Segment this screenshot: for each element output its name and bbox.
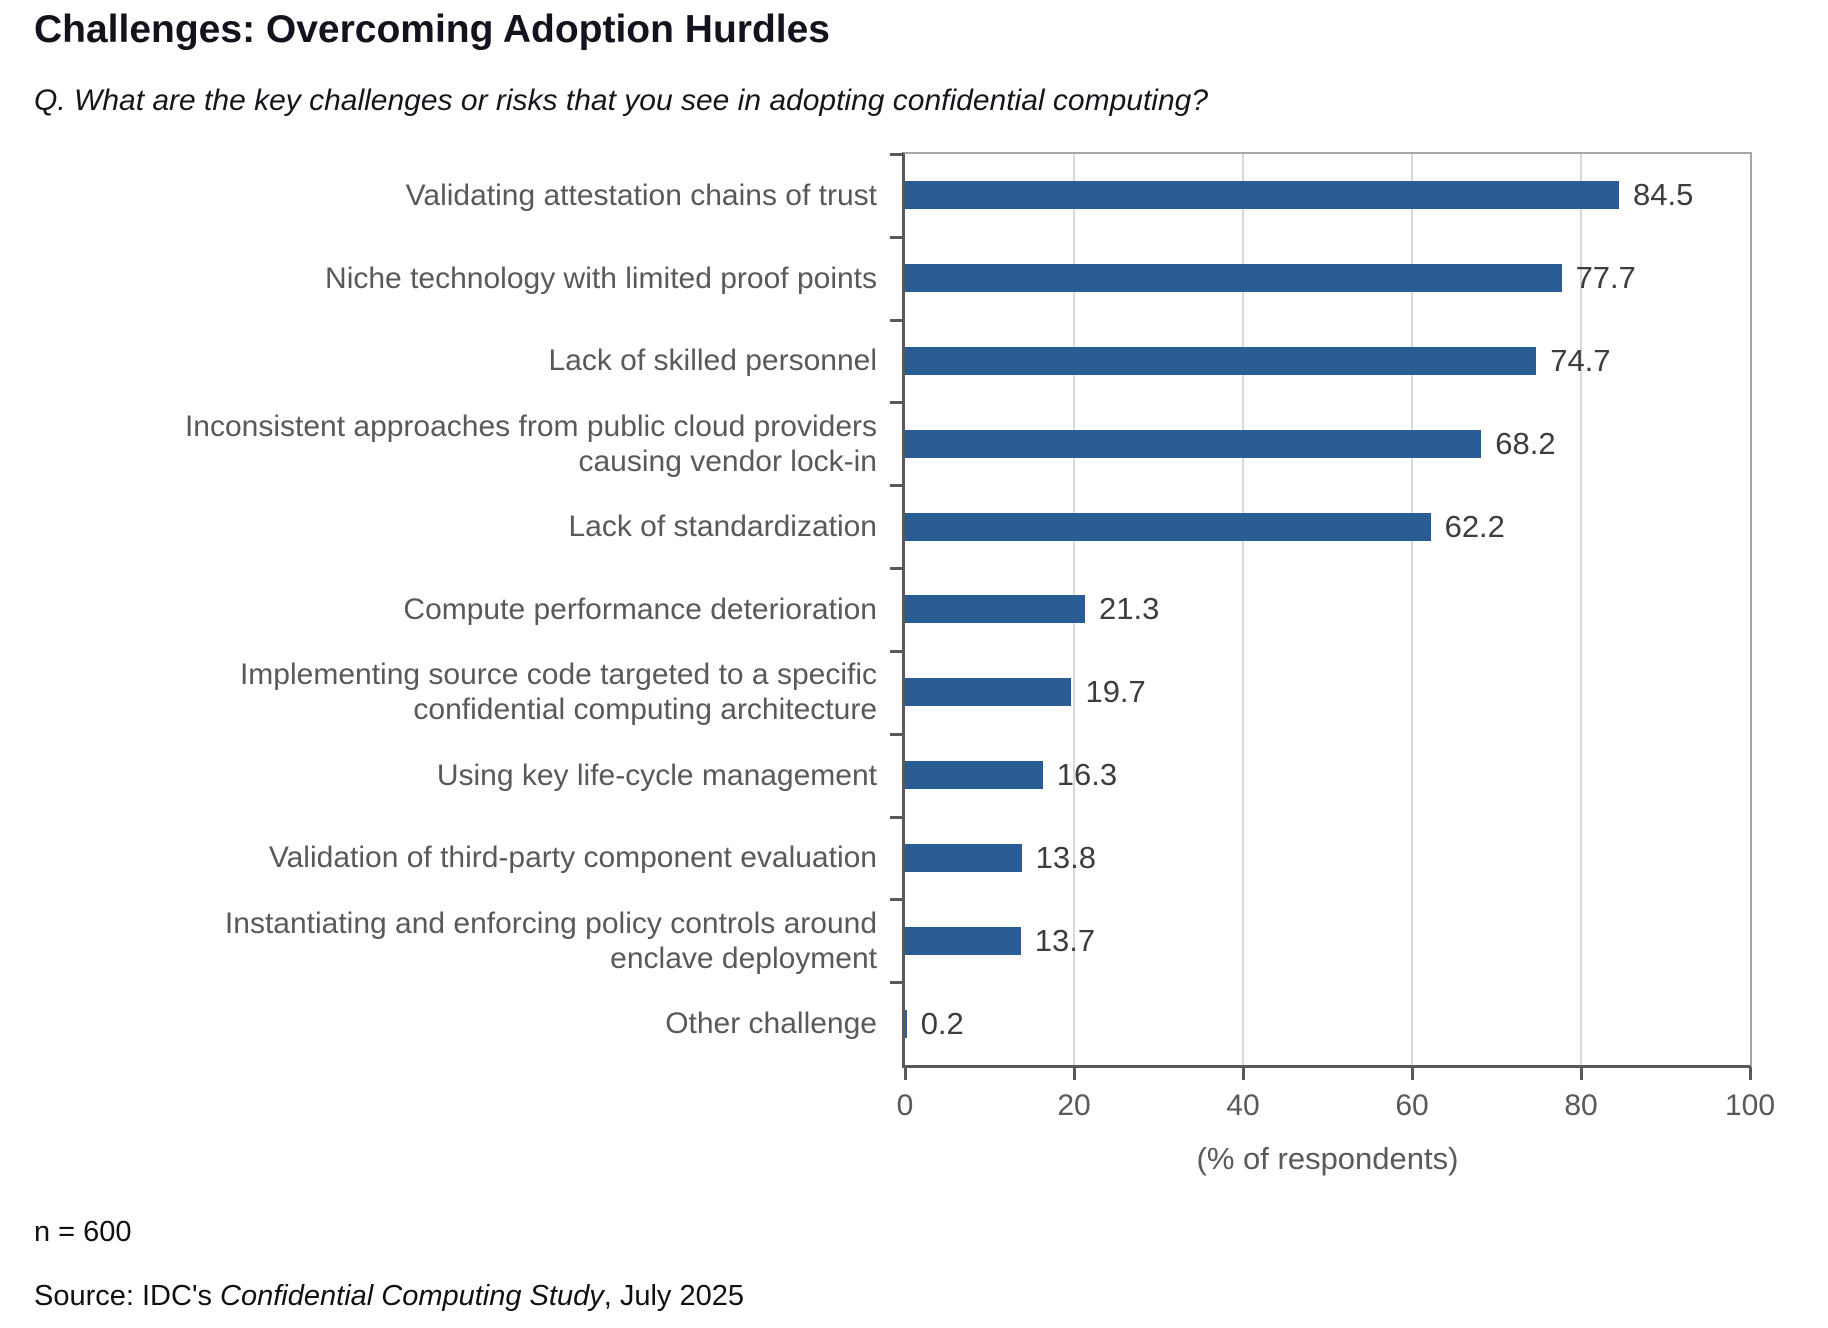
bar-value-label: 74.7 [1550, 343, 1611, 379]
category-label-row: Validation of third-party component eval… [0, 817, 877, 900]
bar-row: 13.7 [905, 899, 1750, 982]
bar-value-label: 77.7 [1575, 260, 1636, 296]
y-axis-tick [890, 153, 902, 156]
bar [905, 264, 1562, 293]
category-label-row: Compute performance deterioration [0, 568, 877, 651]
category-label: Lack of standardization [568, 510, 877, 544]
source-prefix: Source: IDC's [34, 1280, 221, 1312]
bar-row: 74.7 [905, 320, 1750, 403]
bar-row: 77.7 [905, 237, 1750, 320]
category-label: Inconsistent approaches from public clou… [184, 409, 877, 478]
category-label: Niche technology with limited proof poin… [325, 261, 877, 295]
bar-row: 62.2 [905, 485, 1750, 568]
x-axis-tick [1749, 1068, 1752, 1080]
category-label: Validating attestation chains of trust [405, 178, 877, 212]
bar-value-label: 62.2 [1444, 508, 1505, 544]
bar-value-label: 84.5 [1633, 177, 1694, 213]
x-axis-tick [1411, 1068, 1414, 1080]
bar [905, 181, 1620, 210]
gridline [1411, 154, 1413, 1065]
bar-value-label: 0.2 [920, 1005, 964, 1041]
bar [905, 512, 1431, 541]
bar-row: 68.2 [905, 402, 1750, 485]
y-axis-tick [890, 732, 902, 736]
category-label: Other challenge [665, 1006, 877, 1040]
bar-value-label: 21.3 [1098, 591, 1160, 627]
category-label: Validation of third-party component eval… [268, 841, 877, 875]
x-axis-tick [1580, 1068, 1583, 1080]
x-axis-tick [904, 1068, 907, 1080]
bar-value-label: 13.8 [1035, 839, 1096, 875]
bar-value-label: 16.3 [1056, 757, 1118, 793]
bar [905, 926, 1021, 955]
plot-area: (% of respondents) 84.5 77.7 74.7 68.2 62.2 2… [890, 152, 1775, 1176]
bar-row: 19.7 [905, 651, 1750, 734]
y-axis-tick [890, 649, 902, 653]
x-axis-title: (% of respondents) [1196, 1141, 1459, 1176]
gridline [1242, 154, 1244, 1065]
x-tick-label: 80 [1564, 1089, 1598, 1122]
category-label: Compute performance deterioration [403, 592, 877, 626]
y-axis-tick [890, 484, 902, 488]
y-axis-tick [890, 898, 902, 902]
category-label: Implementing source code targeted to a s… [239, 658, 877, 727]
category-label: Instantiating and enforcing policy contr… [224, 906, 877, 975]
category-label-row: Other challenge [0, 982, 877, 1065]
category-label-row: Lack of skilled personnel [0, 320, 877, 403]
category-labels-column: Validating attestation chains of trust Ni… [0, 154, 893, 1065]
bar [905, 595, 1085, 624]
category-label: Using key life-cycle management [436, 758, 877, 792]
bar [905, 429, 1482, 458]
bar-value-label: 68.2 [1495, 425, 1556, 461]
category-label-row: Niche technology with limited proof poin… [0, 237, 877, 320]
category-label-row: Validating attestation chains of trust [0, 154, 877, 237]
page-title: Challenges: Overcoming Adoption Hurdles [34, 8, 830, 51]
category-label-row: Instantiating and enforcing policy contr… [0, 899, 877, 982]
bar-row: 21.3 [905, 568, 1750, 651]
source-study-title: Confidential Computing Study [220, 1280, 604, 1312]
category-label-row: Implementing source code targeted to a s… [0, 651, 877, 734]
y-axis-tick [890, 567, 902, 571]
bar [905, 761, 1043, 790]
source-line: Source: IDC's Confidential Computing Stu… [34, 1280, 744, 1313]
bar [905, 843, 1022, 872]
gridline [1580, 154, 1582, 1065]
y-axis-tick [890, 235, 902, 239]
y-axis-tick [890, 981, 902, 985]
bar [905, 347, 1537, 376]
category-label-row: Inconsistent approaches from public clou… [0, 402, 877, 485]
bar-value-label: 19.7 [1085, 674, 1146, 710]
bar-row: 0.2 [905, 982, 1750, 1065]
y-axis-tick [890, 401, 902, 405]
y-axis-tick [890, 815, 902, 819]
x-axis-tick [1242, 1068, 1245, 1080]
x-tick-label: 60 [1395, 1089, 1429, 1122]
category-label-row: Lack of standardization [0, 485, 877, 568]
category-label: Lack of skilled personnel [548, 344, 877, 378]
bar-row: 84.5 [905, 154, 1750, 237]
x-tick-label: 0 [896, 1089, 914, 1122]
bar-row: 16.3 [905, 734, 1750, 817]
y-axis-tick [890, 318, 902, 322]
x-tick-label: 20 [1057, 1089, 1091, 1122]
survey-question: Q. What are the key challenges or risks … [34, 84, 1208, 117]
bar-row: 13.8 [905, 817, 1750, 900]
x-axis-tick [1073, 1068, 1076, 1080]
x-tick-label: 100 [1724, 1089, 1776, 1122]
x-tick-label: 40 [1226, 1089, 1260, 1122]
category-label-row: Using key life-cycle management [0, 734, 877, 817]
source-suffix: , July 2025 [603, 1280, 744, 1312]
bar [905, 1009, 907, 1038]
sample-size-label: n = 600 [34, 1216, 132, 1248]
bar [905, 678, 1072, 707]
bar-rows: 84.5 77.7 74.7 68.2 62.2 21.3 19.7 16.3 13.8 13.7… [905, 154, 1750, 1065]
bar-value-label: 13.7 [1034, 922, 1096, 958]
